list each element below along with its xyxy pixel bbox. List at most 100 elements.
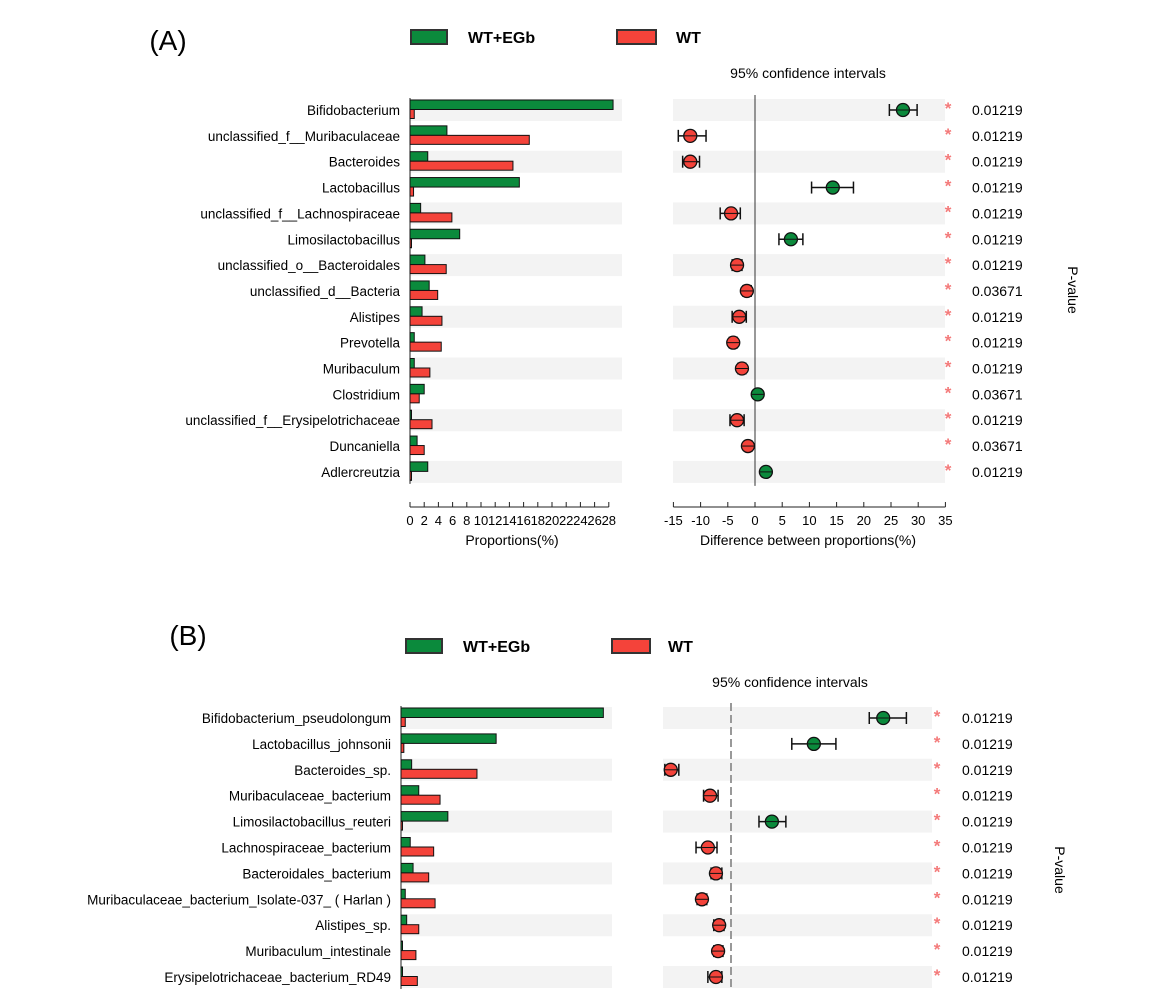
category-label: Bacteroidales_bacterium xyxy=(242,866,391,881)
significance-star: * xyxy=(934,966,941,985)
x-tick-label: 4 xyxy=(435,513,442,528)
pvalue: 0.01219 xyxy=(972,309,1023,325)
row-band xyxy=(410,254,622,277)
row-band xyxy=(410,460,622,483)
pvalue: 0.01219 xyxy=(972,361,1023,377)
pvalue: 0.01219 xyxy=(972,180,1023,196)
bar-wt xyxy=(409,212,453,223)
row-band xyxy=(410,357,622,380)
x-tick-label-diff: 0 xyxy=(751,513,758,528)
bar-wt xyxy=(409,289,439,300)
significance-star: * xyxy=(934,811,941,830)
x-tick-label-diff: 30 xyxy=(911,513,925,528)
row-band xyxy=(401,914,612,937)
pvalue: 0.01219 xyxy=(972,412,1023,428)
significance-star: * xyxy=(945,358,952,377)
category-label: Lactobacillus_johnsonii xyxy=(252,737,391,752)
row-band xyxy=(663,862,932,885)
pvalue: 0.01219 xyxy=(962,943,1013,959)
category-label: Erysipelotrichaceae_bacterium_RD49 xyxy=(164,970,391,985)
pvalue: 0.01219 xyxy=(972,257,1023,273)
x-tick-label: 16 xyxy=(516,513,530,528)
bar-wt xyxy=(409,264,447,275)
x-tick-label: 10 xyxy=(474,513,488,528)
pvalue: 0.01219 xyxy=(972,128,1023,144)
pvalue: 0.01219 xyxy=(962,814,1013,830)
significance-star: * xyxy=(945,125,952,144)
x-tick-label: 26 xyxy=(587,513,601,528)
category-label: Bacteroides xyxy=(329,155,401,170)
category-label: Alistipes_sp. xyxy=(315,918,391,933)
bar-wt-egb xyxy=(409,280,430,291)
pvalue: 0.01219 xyxy=(972,231,1023,247)
x-tick-label-diff: 5 xyxy=(779,513,786,528)
pvalue: 0.01219 xyxy=(972,102,1023,118)
category-label: Clostridium xyxy=(332,387,400,402)
category-label: Limosilactobacillus xyxy=(287,232,400,247)
significance-star: * xyxy=(934,733,941,752)
bar-wt-egb xyxy=(409,409,412,421)
pvalue: 0.01219 xyxy=(972,335,1023,351)
significance-star: * xyxy=(934,785,941,804)
bar-wt xyxy=(409,341,442,352)
row-band xyxy=(673,357,945,380)
pvalue: 0.03671 xyxy=(972,438,1023,454)
significance-star: * xyxy=(934,707,941,726)
pvalue: 0.01219 xyxy=(972,154,1023,170)
pvalue: 0.01219 xyxy=(962,865,1013,881)
row-band xyxy=(663,707,932,729)
x-tick-label-diff: 15 xyxy=(829,513,843,528)
bar-wt-egb xyxy=(400,888,406,900)
bar-wt xyxy=(409,393,420,404)
row-band xyxy=(663,966,932,988)
pvalue: 0.01219 xyxy=(962,969,1013,985)
x-tick-label: 22 xyxy=(559,513,573,528)
category-label: Muribaculum xyxy=(323,362,400,377)
category-label: Muribaculum_intestinale xyxy=(245,944,391,959)
bar-wt-egb xyxy=(409,202,422,214)
legend-label-1: WT xyxy=(676,30,701,47)
row-band xyxy=(663,758,932,781)
row-band xyxy=(673,254,945,277)
bar-wt-egb xyxy=(400,966,403,977)
row-band xyxy=(663,810,932,833)
category-label: Lachnospiraceae_bacterium xyxy=(221,841,391,856)
bar-wt-egb xyxy=(409,435,418,447)
legend-label-0: WT+EGb xyxy=(468,30,535,47)
x-tick-label: 28 xyxy=(602,513,616,528)
bar-wt xyxy=(409,160,514,171)
category-label: Alistipes xyxy=(350,310,401,325)
bar-wt xyxy=(409,367,431,378)
bar-wt xyxy=(409,109,415,119)
x-tick-label-diff: 20 xyxy=(857,513,871,528)
category-label: Limosilactobacillus_reuteri xyxy=(233,815,391,830)
bar-wt xyxy=(409,445,425,456)
bar-wt xyxy=(400,717,406,727)
bar-wt xyxy=(400,976,418,986)
legend-label-1: WT xyxy=(668,639,693,656)
bar-wt-egb xyxy=(400,914,408,926)
category-label: Bifidobacterium_pseudolongum xyxy=(202,711,391,726)
row-band xyxy=(410,202,622,225)
significance-star: * xyxy=(934,759,941,778)
row-band xyxy=(673,460,945,483)
category-label: Lactobacillus xyxy=(322,181,400,196)
category-label: Muribaculaceae_bacterium_Isolate-037_ ( … xyxy=(87,892,391,907)
significance-star: * xyxy=(945,177,952,196)
panel-label: (B) xyxy=(169,620,206,651)
bar-wt xyxy=(409,315,443,326)
bar-wt xyxy=(409,419,433,430)
significance-star: * xyxy=(934,837,941,856)
bar-wt-egb xyxy=(400,862,414,874)
bar-wt-egb xyxy=(409,125,448,136)
bar-wt-egb xyxy=(409,332,415,343)
x-axis-title: Proportions(%) xyxy=(465,532,558,548)
bar-wt xyxy=(400,924,420,935)
significance-star: * xyxy=(945,202,952,221)
pvalue: 0.01219 xyxy=(972,205,1023,221)
significance-star: * xyxy=(945,228,952,247)
pvalue-axis-label: P-value xyxy=(1052,846,1068,894)
significance-star: * xyxy=(945,332,952,351)
x-tick-label: 14 xyxy=(502,513,516,528)
